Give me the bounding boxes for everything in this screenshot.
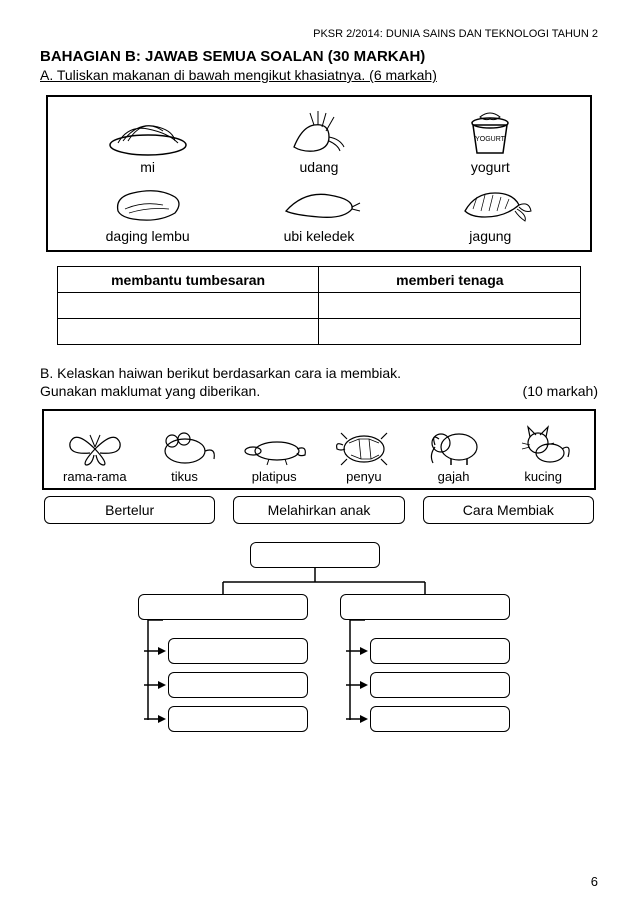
- tree-leaf-node[interactable]: [370, 638, 510, 664]
- animal-label: tikus: [171, 469, 198, 484]
- animal-label: gajah: [438, 469, 470, 484]
- tree-leaf-node[interactable]: [168, 706, 308, 732]
- tree-branch-node[interactable]: [340, 594, 510, 620]
- platypus-icon: [239, 419, 309, 467]
- animal-row: rama-rama tikus platipus: [50, 419, 588, 484]
- answer-table: membantu tumbesaran memberi tenaga: [57, 266, 582, 345]
- question-b-line1: B. Kelaskan haiwan berikut berdasarkan c…: [40, 365, 598, 381]
- food-label: jagung: [469, 228, 511, 244]
- animal-reference-box: rama-rama tikus platipus: [42, 409, 596, 490]
- food-row-2: daging lembu ubi keledek jagung: [62, 181, 576, 244]
- beef-icon: [103, 181, 193, 226]
- svg-text:YOGURT: YOGURT: [475, 136, 506, 143]
- food-label: udang: [300, 159, 339, 175]
- food-item-yogurt: YOGURT yogurt: [405, 107, 576, 175]
- animal-item: rama-rama: [50, 419, 140, 484]
- food-item-mi: mi: [62, 107, 233, 175]
- prawn-icon: [274, 107, 364, 157]
- question-b-line2: Gunakan maklumat yang diberikan. (10 mar…: [40, 383, 598, 399]
- option-box: Bertelur: [44, 496, 215, 524]
- noodles-icon: [103, 107, 193, 157]
- animal-label: rama-rama: [63, 469, 127, 484]
- animal-item: platipus: [229, 419, 319, 484]
- table-header: memberi tenaga: [319, 267, 581, 293]
- table-row[interactable]: [57, 293, 581, 319]
- tree-leaf-node[interactable]: [370, 706, 510, 732]
- corn-icon: [445, 181, 535, 226]
- turtle-icon: [329, 419, 399, 467]
- animal-item: kucing: [498, 419, 588, 484]
- question-b-marks: (10 markah): [523, 383, 598, 399]
- worksheet-page: PKSR 2/2014: DUNIA SAINS DAN TEKNOLOGI T…: [0, 0, 638, 903]
- food-reference-box: mi udang YOGURT yogurt: [46, 95, 592, 252]
- option-box: Cara Membiak: [423, 496, 594, 524]
- yogurt-icon: YOGURT: [445, 107, 535, 157]
- food-row-1: mi udang YOGURT yogurt: [62, 107, 576, 175]
- food-label: ubi keledek: [284, 228, 355, 244]
- option-box: Melahirkan anak: [233, 496, 404, 524]
- page-number: 6: [591, 874, 598, 889]
- animal-item: tikus: [140, 419, 230, 484]
- food-label: mi: [140, 159, 155, 175]
- food-item-jagung: jagung: [405, 181, 576, 244]
- tree-connector-lines: [40, 542, 598, 752]
- classification-tree: [40, 542, 598, 762]
- tree-leaf-node[interactable]: [168, 638, 308, 664]
- food-label: daging lembu: [106, 228, 190, 244]
- food-item-daging: daging lembu: [62, 181, 233, 244]
- question-b-subtext: Gunakan maklumat yang diberikan.: [40, 383, 260, 399]
- butterfly-icon: [60, 419, 130, 467]
- cat-icon: [508, 419, 578, 467]
- food-label: yogurt: [471, 159, 510, 175]
- table-header: membantu tumbesaran: [57, 267, 319, 293]
- animal-item: gajah: [409, 419, 499, 484]
- question-a-instruction: A. Tuliskan makanan di bawah mengikut kh…: [40, 67, 598, 83]
- table-row[interactable]: [57, 319, 581, 345]
- tree-leaf-node[interactable]: [370, 672, 510, 698]
- tree-leaf-node[interactable]: [168, 672, 308, 698]
- animal-label: penyu: [346, 469, 381, 484]
- animal-label: platipus: [252, 469, 297, 484]
- sweet-potato-icon: [274, 181, 364, 226]
- elephant-icon: [419, 419, 489, 467]
- food-item-ubi: ubi keledek: [233, 181, 404, 244]
- option-row: Bertelur Melahirkan anak Cara Membiak: [44, 496, 594, 524]
- section-b-title: BAHAGIAN B: JAWAB SEMUA SOALAN (30 MARKA…: [40, 48, 598, 65]
- animal-item: penyu: [319, 419, 409, 484]
- table-header-row: membantu tumbesaran memberi tenaga: [57, 267, 581, 293]
- mouse-icon: [150, 419, 220, 467]
- food-item-udang: udang: [233, 107, 404, 175]
- tree-root-node[interactable]: [250, 542, 380, 568]
- animal-label: kucing: [524, 469, 562, 484]
- tree-branch-node[interactable]: [138, 594, 308, 620]
- page-header: PKSR 2/2014: DUNIA SAINS DAN TEKNOLOGI T…: [40, 28, 598, 40]
